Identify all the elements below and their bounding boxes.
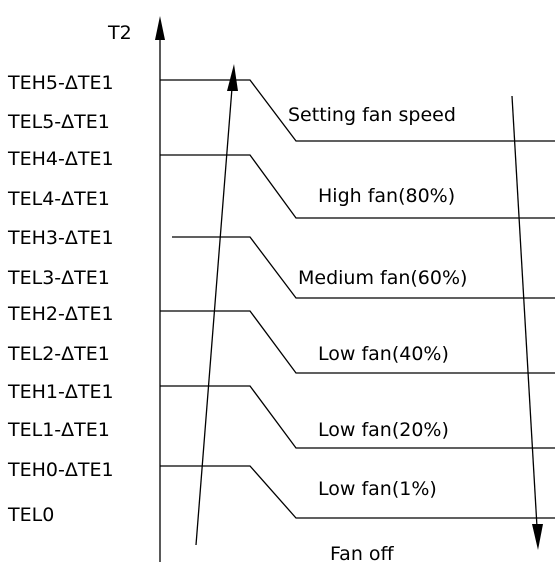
t2-axis-arrowhead <box>155 16 165 40</box>
step-line-level-0 <box>160 465 555 519</box>
threshold-label-teh4: TEH4-ΔTE1 <box>7 148 114 170</box>
threshold-label-tel0: TEL0 <box>7 504 54 526</box>
step-line-level-3 <box>172 236 555 299</box>
fan-state-off: Fan off <box>330 543 395 565</box>
threshold-label-teh1: TEH1-ΔTE1 <box>7 381 114 403</box>
step-line-level-4 <box>160 154 555 219</box>
threshold-label-teh0: TEH0-ΔTE1 <box>7 459 114 481</box>
fan-state-low-20: Low fan(20%) <box>318 419 449 441</box>
threshold-label-teh2: TEH2-ΔTE1 <box>7 303 114 325</box>
threshold-label-tel5: TEL5-ΔTE1 <box>7 111 110 133</box>
fan-state-medium-60: Medium fan(60%) <box>298 267 467 289</box>
threshold-label-tel1: TEL1-ΔTE1 <box>7 419 110 441</box>
hysteresis-steps <box>160 79 555 519</box>
falling-arrow-line <box>511 95 538 528</box>
threshold-label-tel3: TEL3-ΔTE1 <box>7 267 110 289</box>
falling-arrow-head <box>532 524 543 550</box>
rising-arrow-head <box>227 64 238 91</box>
step-line-level-1 <box>160 385 555 449</box>
threshold-labels: TEH5-ΔTE1 TEL5-ΔTE1 TEH4-ΔTE1 TEL4-ΔTE1 … <box>7 72 114 526</box>
threshold-label-teh5: TEH5-ΔTE1 <box>7 72 114 94</box>
step-line-level-2 <box>160 310 555 374</box>
fan-state-labels: Setting fan speed High fan(80%) Medium f… <box>288 104 467 565</box>
threshold-label-teh3: TEH3-ΔTE1 <box>7 227 114 249</box>
fan-state-setting-speed: Setting fan speed <box>288 104 456 126</box>
fan-state-low-40: Low fan(40%) <box>318 343 449 365</box>
fan-state-high-80: High fan(80%) <box>318 185 455 207</box>
step-line-level-5 <box>160 79 555 142</box>
rising-arrow-line <box>195 87 233 546</box>
threshold-label-tel2: TEL2-ΔTE1 <box>7 343 110 365</box>
fan-state-low-1: Low fan(1%) <box>318 478 437 500</box>
threshold-label-tel4: TEL4-ΔTE1 <box>7 188 110 210</box>
axis-label-t2: T2 <box>107 22 132 44</box>
